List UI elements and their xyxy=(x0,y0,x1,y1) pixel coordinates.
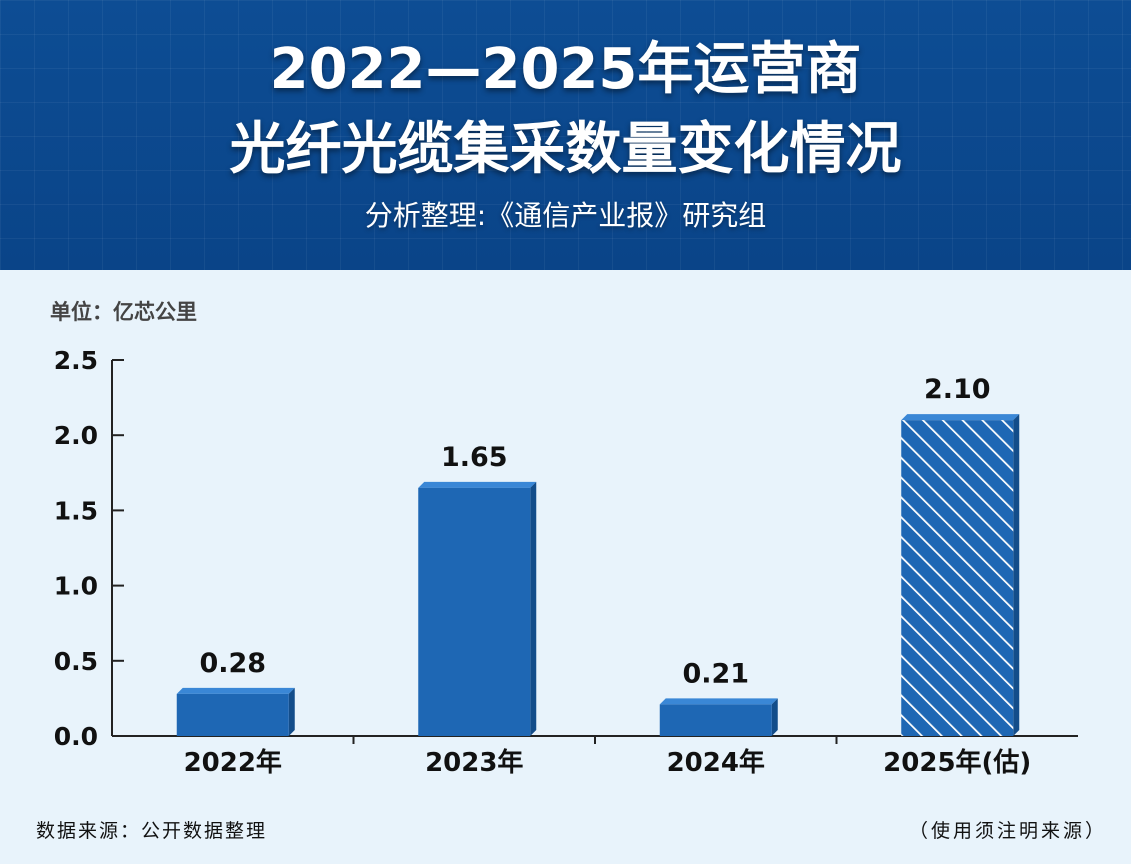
bar xyxy=(418,487,531,736)
page-subtitle: 分析整理:《通信产业报》研究组 xyxy=(364,199,767,232)
y-tick-label: 2.0 xyxy=(54,421,98,450)
y-tick-label: 2.5 xyxy=(54,346,98,375)
bar-side-face xyxy=(288,687,295,736)
x-tick-label: 2024年 xyxy=(667,747,765,778)
y-tick-label: 1.5 xyxy=(54,496,98,525)
x-tick-label: 2022年 xyxy=(184,747,282,778)
bar xyxy=(901,420,1014,736)
bar-top-face xyxy=(418,481,537,488)
data-source-note: 数据来源：公开数据整理 xyxy=(36,820,268,842)
bar-top-face xyxy=(901,414,1020,421)
data-label: 0.28 xyxy=(199,648,266,679)
bar-top-face xyxy=(659,698,778,705)
y-axis-unit-label: 单位：亿芯公里 xyxy=(50,300,197,324)
bar-side-face xyxy=(530,481,537,736)
bar-side-face xyxy=(771,698,778,736)
usage-note: （使用须注明来源） xyxy=(908,820,1107,842)
bar xyxy=(659,704,772,736)
data-label: 1.65 xyxy=(441,442,508,473)
y-tick-label: 0.0 xyxy=(54,722,98,751)
data-label: 0.21 xyxy=(682,658,749,689)
bar xyxy=(176,693,289,736)
data-label: 2.10 xyxy=(924,374,991,405)
x-tick-label: 2025年(估) xyxy=(883,747,1031,778)
bar-side-face xyxy=(1013,414,1020,736)
bar-top-face xyxy=(176,687,295,694)
header-grid-pattern xyxy=(0,0,1131,270)
y-tick-label: 0.5 xyxy=(54,647,98,676)
y-tick-label: 1.0 xyxy=(54,572,98,601)
header-banner: 2022—2025年运营商 光纤光缆集采数量变化情况 分析整理:《通信产业报》研… xyxy=(0,0,1131,270)
bar-chart: 0.0 0.5 1.0 1.5 2.0 2.5 0.28 2022年 1.65 2023年 0.21… xyxy=(54,346,1078,778)
x-tick-label: 2023年 xyxy=(425,747,523,778)
page-title-line1: 2022—2025年运营商 xyxy=(269,37,862,102)
page-title-line2: 光纤光缆集采数量变化情况 xyxy=(229,117,902,182)
